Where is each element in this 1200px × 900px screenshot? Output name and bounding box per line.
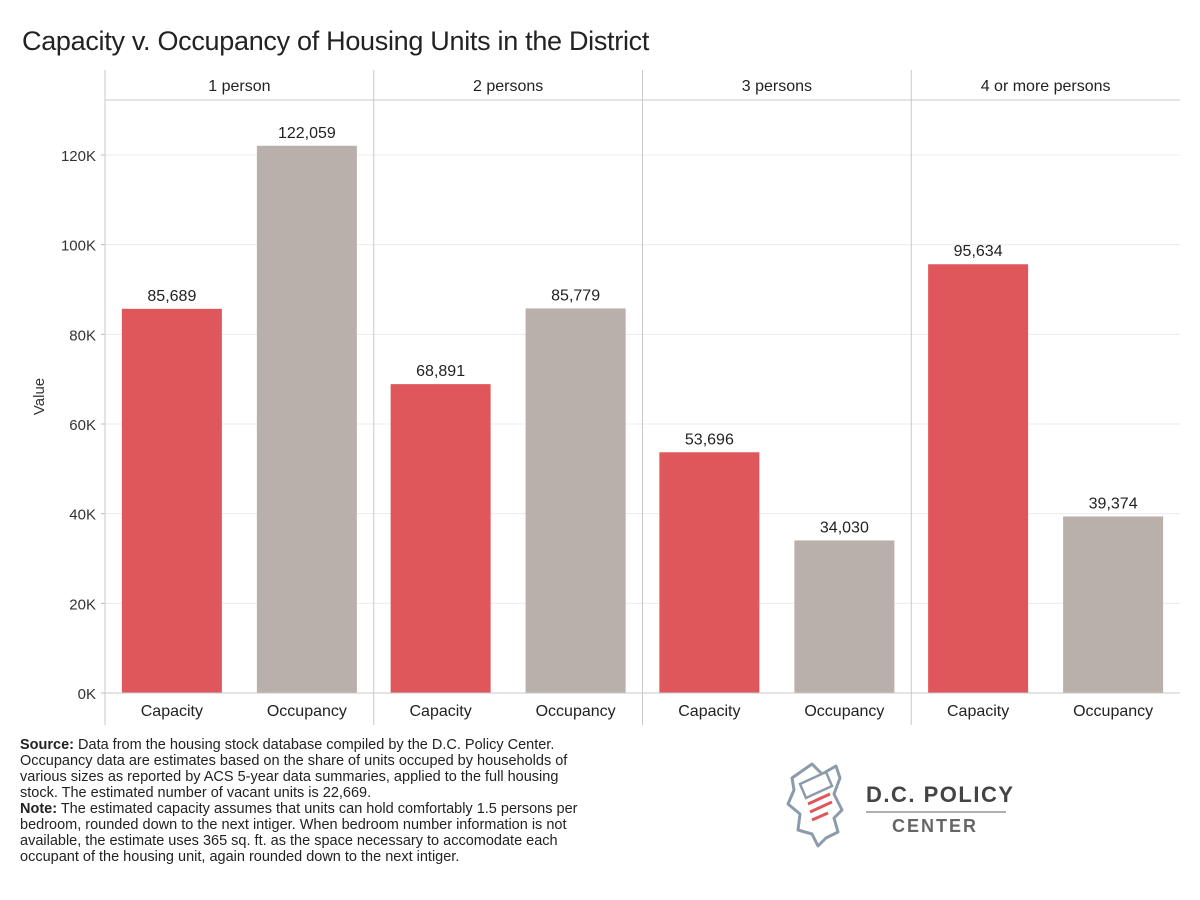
panel-header: 1 person [208, 78, 270, 95]
bar-value-label: 68,891 [416, 363, 465, 380]
chart-title: Capacity v. Occupancy of Housing Units i… [22, 26, 650, 56]
bar-value-label: 122,059 [278, 125, 336, 142]
bar-value-label: 53,696 [685, 431, 734, 448]
y-tick-label: 40K [69, 507, 96, 524]
y-tick-label: 120K [61, 148, 96, 165]
x-category-label: Capacity [947, 703, 1009, 720]
bar-capacity [390, 384, 491, 693]
bar-occupancy [794, 540, 895, 693]
x-category-label: Occupancy [267, 703, 347, 720]
source-text: Data from the housing stock database com… [20, 737, 568, 801]
bar-occupancy [1063, 516, 1164, 693]
y-tick-label: 100K [61, 238, 96, 255]
logo-org-line2: CENTER [892, 816, 979, 836]
bar-occupancy [256, 145, 357, 694]
x-category-label: Capacity [410, 703, 472, 720]
bar-value-label: 95,634 [954, 243, 1003, 260]
x-category-label: Occupancy [1073, 703, 1153, 720]
y-tick-label: 20K [69, 596, 96, 613]
panel-header: 3 persons [742, 78, 812, 95]
source-label: Source: [20, 737, 74, 753]
bars: 85,689 Capacity 122,059 Occupancy 68,891 Capa… [121, 125, 1164, 720]
logo-divider [866, 811, 1006, 813]
bar-value-label: 39,374 [1089, 495, 1138, 512]
bar-capacity [659, 452, 760, 693]
bar-value-label: 85,779 [551, 287, 600, 304]
x-category-label: Occupancy [536, 703, 616, 720]
y-tick-label: 60K [69, 417, 96, 434]
panels: 1 person 2 persons 3 persons 4 or more pers… [208, 70, 1111, 725]
x-category-label: Capacity [141, 703, 203, 720]
x-category-label: Capacity [678, 703, 740, 720]
panel-header: 4 or more persons [981, 78, 1111, 95]
y-axis: 0K 20K 40K 60K 80K 100K 120K Value [31, 70, 1180, 725]
y-tick-label: 80K [69, 327, 96, 344]
bar-value-label: 34,030 [820, 519, 869, 536]
x-category-label: Occupancy [804, 703, 884, 720]
panel-header: 2 persons [473, 78, 543, 95]
dc-map-document-icon [786, 762, 844, 848]
bar-capacity [928, 264, 1029, 693]
y-tick-label: 0K [78, 686, 96, 703]
dc-policy-center-logo: D.C. POLICY CENTER [778, 760, 1038, 850]
note-label: Note: [20, 801, 58, 817]
y-axis-label: Value [31, 378, 48, 415]
bar-occupancy [525, 308, 626, 693]
logo-org-line1: D.C. POLICY [866, 782, 1015, 807]
footnotes: Source: Data from the housing stock data… [20, 737, 600, 865]
bar-capacity [121, 308, 222, 693]
chart: 1 person 2 persons 3 persons 4 or more pers… [31, 70, 1180, 725]
bar-value-label: 85,689 [147, 288, 196, 305]
note-text: The estimated capacity assumes that unit… [20, 801, 578, 865]
